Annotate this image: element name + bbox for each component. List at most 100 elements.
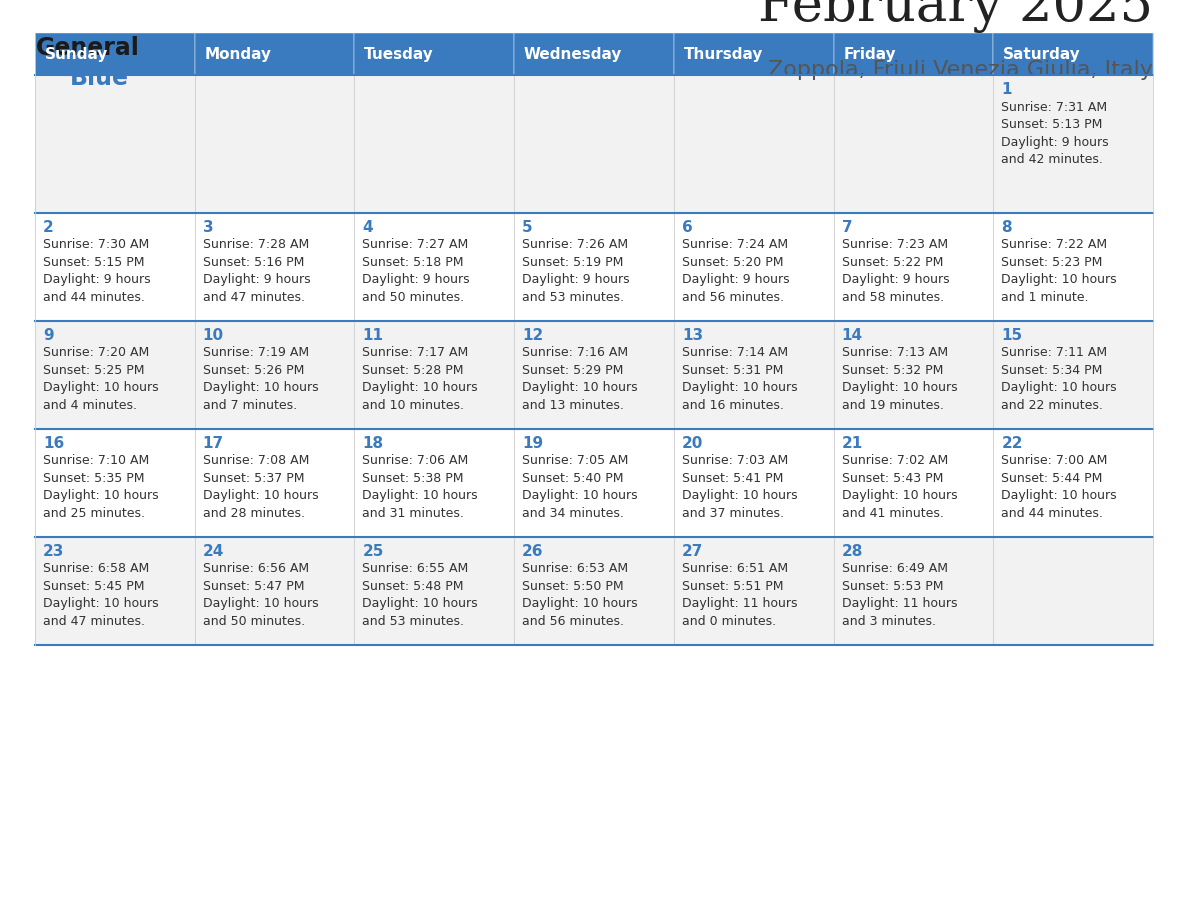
Text: Sunset: 5:37 PM: Sunset: 5:37 PM: [203, 472, 304, 485]
Text: 22: 22: [1001, 436, 1023, 451]
Text: 7: 7: [841, 220, 852, 235]
Text: and 16 minutes.: and 16 minutes.: [682, 399, 784, 412]
Text: and 1 minute.: and 1 minute.: [1001, 291, 1088, 304]
Text: Sunset: 5:19 PM: Sunset: 5:19 PM: [523, 256, 624, 269]
Bar: [834, 33, 993, 75]
Bar: [34, 213, 1154, 321]
Text: Daylight: 10 hours: Daylight: 10 hours: [841, 382, 958, 395]
Text: 27: 27: [682, 544, 703, 559]
Text: Sunset: 5:45 PM: Sunset: 5:45 PM: [43, 580, 145, 593]
Text: Sunset: 5:23 PM: Sunset: 5:23 PM: [1001, 256, 1102, 269]
Text: and 47 minutes.: and 47 minutes.: [43, 615, 145, 628]
Text: Sunrise: 7:23 AM: Sunrise: 7:23 AM: [841, 239, 948, 252]
Text: Sunset: 5:50 PM: Sunset: 5:50 PM: [523, 580, 624, 593]
Text: 6: 6: [682, 220, 693, 235]
Text: and 58 minutes.: and 58 minutes.: [841, 291, 943, 304]
Text: and 56 minutes.: and 56 minutes.: [682, 291, 784, 304]
Text: Monday: Monday: [204, 47, 271, 62]
Text: Daylight: 10 hours: Daylight: 10 hours: [43, 489, 159, 502]
Text: General: General: [36, 36, 140, 60]
Text: and 47 minutes.: and 47 minutes.: [203, 291, 304, 304]
Text: Sunrise: 7:26 AM: Sunrise: 7:26 AM: [523, 239, 628, 252]
Bar: [34, 33, 195, 75]
Bar: [674, 33, 834, 75]
Text: Sunrise: 7:06 AM: Sunrise: 7:06 AM: [362, 454, 469, 467]
Text: Sunrise: 7:17 AM: Sunrise: 7:17 AM: [362, 346, 469, 360]
Text: 3: 3: [203, 220, 214, 235]
Text: Sunset: 5:15 PM: Sunset: 5:15 PM: [43, 256, 145, 269]
Text: Sunrise: 7:08 AM: Sunrise: 7:08 AM: [203, 454, 309, 467]
Text: Zoppola, Friuli Venezia Giulia, Italy: Zoppola, Friuli Venezia Giulia, Italy: [769, 60, 1154, 80]
Text: Sunset: 5:35 PM: Sunset: 5:35 PM: [43, 472, 145, 485]
Text: Sunrise: 7:14 AM: Sunrise: 7:14 AM: [682, 346, 788, 360]
Text: Daylight: 10 hours: Daylight: 10 hours: [362, 489, 478, 502]
Text: Daylight: 9 hours: Daylight: 9 hours: [682, 274, 790, 286]
Text: and 25 minutes.: and 25 minutes.: [43, 507, 145, 520]
Text: and 44 minutes.: and 44 minutes.: [43, 291, 145, 304]
Text: Wednesday: Wednesday: [524, 47, 623, 62]
Text: Sunset: 5:29 PM: Sunset: 5:29 PM: [523, 364, 624, 377]
Text: and 42 minutes.: and 42 minutes.: [1001, 153, 1104, 166]
Text: Sunset: 5:51 PM: Sunset: 5:51 PM: [682, 580, 783, 593]
Text: Daylight: 10 hours: Daylight: 10 hours: [682, 489, 797, 502]
Text: Friday: Friday: [843, 47, 896, 62]
Text: and 3 minutes.: and 3 minutes.: [841, 615, 936, 628]
Text: Sunset: 5:31 PM: Sunset: 5:31 PM: [682, 364, 783, 377]
Text: Sunrise: 7:24 AM: Sunrise: 7:24 AM: [682, 239, 788, 252]
Text: 5: 5: [523, 220, 532, 235]
Text: 11: 11: [362, 328, 384, 343]
Text: and 22 minutes.: and 22 minutes.: [1001, 399, 1104, 412]
Bar: [514, 33, 674, 75]
Text: 16: 16: [43, 436, 64, 451]
Text: and 37 minutes.: and 37 minutes.: [682, 507, 784, 520]
Text: Sunrise: 6:53 AM: Sunrise: 6:53 AM: [523, 563, 628, 576]
Text: Sunrise: 7:20 AM: Sunrise: 7:20 AM: [43, 346, 150, 360]
Bar: [34, 537, 1154, 645]
Bar: [34, 429, 1154, 537]
Text: Daylight: 10 hours: Daylight: 10 hours: [203, 382, 318, 395]
Text: Daylight: 10 hours: Daylight: 10 hours: [523, 489, 638, 502]
Text: Daylight: 10 hours: Daylight: 10 hours: [1001, 274, 1117, 286]
Text: Sunset: 5:18 PM: Sunset: 5:18 PM: [362, 256, 465, 269]
Text: Sunrise: 7:16 AM: Sunrise: 7:16 AM: [523, 346, 628, 360]
Text: Daylight: 10 hours: Daylight: 10 hours: [362, 598, 478, 610]
Text: Daylight: 10 hours: Daylight: 10 hours: [362, 382, 478, 395]
Text: Sunrise: 7:22 AM: Sunrise: 7:22 AM: [1001, 239, 1107, 252]
Text: Sunset: 5:44 PM: Sunset: 5:44 PM: [1001, 472, 1102, 485]
Text: Sunrise: 7:05 AM: Sunrise: 7:05 AM: [523, 454, 628, 467]
Text: Daylight: 10 hours: Daylight: 10 hours: [203, 489, 318, 502]
Text: 13: 13: [682, 328, 703, 343]
Text: and 53 minutes.: and 53 minutes.: [523, 291, 624, 304]
Text: Sunset: 5:22 PM: Sunset: 5:22 PM: [841, 256, 943, 269]
Text: Tuesday: Tuesday: [364, 47, 434, 62]
Text: and 4 minutes.: and 4 minutes.: [43, 399, 137, 412]
Text: Sunset: 5:53 PM: Sunset: 5:53 PM: [841, 580, 943, 593]
Text: Daylight: 9 hours: Daylight: 9 hours: [841, 274, 949, 286]
Text: 9: 9: [43, 328, 53, 343]
Text: 1: 1: [1001, 82, 1012, 97]
Polygon shape: [168, 36, 192, 61]
Text: and 50 minutes.: and 50 minutes.: [362, 291, 465, 304]
Text: 20: 20: [682, 436, 703, 451]
Text: Sunrise: 7:28 AM: Sunrise: 7:28 AM: [203, 239, 309, 252]
Text: 24: 24: [203, 544, 225, 559]
Text: Sunrise: 7:30 AM: Sunrise: 7:30 AM: [43, 239, 150, 252]
Text: Daylight: 10 hours: Daylight: 10 hours: [682, 382, 797, 395]
Bar: [34, 75, 1154, 213]
Text: 15: 15: [1001, 328, 1023, 343]
Text: Daylight: 10 hours: Daylight: 10 hours: [43, 382, 159, 395]
Text: Sunrise: 7:13 AM: Sunrise: 7:13 AM: [841, 346, 948, 360]
Bar: [34, 321, 1154, 429]
Text: 28: 28: [841, 544, 862, 559]
Text: 21: 21: [841, 436, 862, 451]
Text: Sunset: 5:25 PM: Sunset: 5:25 PM: [43, 364, 145, 377]
Text: Sunrise: 7:19 AM: Sunrise: 7:19 AM: [203, 346, 309, 360]
Text: Sunset: 5:38 PM: Sunset: 5:38 PM: [362, 472, 465, 485]
Text: Sunrise: 6:56 AM: Sunrise: 6:56 AM: [203, 563, 309, 576]
Text: Daylight: 9 hours: Daylight: 9 hours: [43, 274, 151, 286]
Text: 23: 23: [43, 544, 64, 559]
Text: Sunrise: 7:02 AM: Sunrise: 7:02 AM: [841, 454, 948, 467]
Text: 14: 14: [841, 328, 862, 343]
Text: 10: 10: [203, 328, 223, 343]
Text: Sunset: 5:41 PM: Sunset: 5:41 PM: [682, 472, 783, 485]
